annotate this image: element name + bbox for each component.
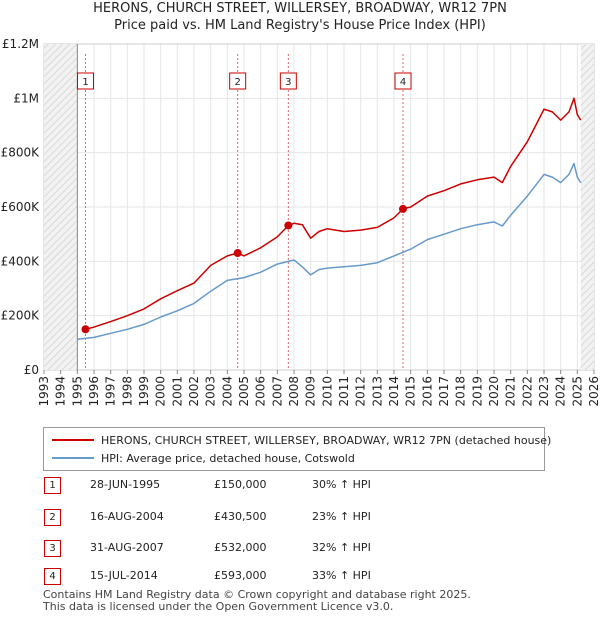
footer: Contains HM Land Registry data © Crown c… <box>43 589 471 613</box>
sale-point <box>233 249 242 258</box>
sale-row-3: 3 31-AUG-2007 £532,000 32% ↑ HPI <box>0 540 600 560</box>
sale-number: 2 <box>44 509 61 526</box>
legend-item-property: HERONS, CHURCH STREET, WILLERSEY, BROADW… <box>44 431 551 449</box>
sale-hpi: 23% ↑ HPI <box>312 510 371 523</box>
y-tick-label: £800K <box>1 146 41 160</box>
x-tick-label: 2020 <box>487 376 501 407</box>
series-line-hpi <box>77 162 582 341</box>
x-tick-label: 1997 <box>104 376 118 407</box>
x-tick-label: 2002 <box>187 376 201 407</box>
sale-price: £430,500 <box>214 510 267 523</box>
y-tick-label: £200K <box>1 309 41 323</box>
sale-label-box <box>229 72 247 90</box>
x-tick-label: 2007 <box>270 376 284 407</box>
sale-price: £532,000 <box>214 541 267 554</box>
y-tick-label: £1.2M <box>2 37 39 51</box>
x-tick-label: 2025 <box>570 376 584 407</box>
x-tick-label: 2019 <box>470 376 484 407</box>
sale-label-text: 3 <box>285 77 291 88</box>
x-tick-label: 2015 <box>404 376 418 407</box>
y-tick-label: £0 <box>24 363 39 377</box>
x-tick-label: 1993 <box>37 376 51 407</box>
x-tick-label: 2010 <box>320 376 334 407</box>
price-chart: 1 2 3 4 £0 £200K £400K £600K £800K £1M £1.2M 1993… <box>1 37 600 407</box>
footer-line-1: Contains HM Land Registry data © Crown c… <box>43 588 471 601</box>
x-tick-label: 2022 <box>520 376 534 407</box>
hatch-pattern-start <box>44 44 78 370</box>
sale-number: 4 <box>44 568 61 585</box>
x-tick-label: 2009 <box>304 376 318 407</box>
x-tick-label: 2012 <box>354 376 368 407</box>
x-tick-label: 1998 <box>120 376 134 407</box>
sale-point <box>284 221 293 230</box>
sale-point <box>81 325 90 334</box>
sale-label-text: 4 <box>400 77 406 88</box>
x-tick-label: 2016 <box>420 376 434 407</box>
x-tick-label: 2005 <box>237 376 251 407</box>
x-tick-label: 2003 <box>204 376 218 407</box>
sale-label-box <box>279 72 297 90</box>
x-tick-label: 2026 <box>587 376 600 407</box>
sale-hpi: 33% ↑ HPI <box>312 569 371 582</box>
sale-row-1: 1 28-JUN-1995 £150,000 30% ↑ HPI <box>0 477 600 497</box>
sale-date: 16-AUG-2004 <box>90 510 164 523</box>
chart-title: HERONS, CHURCH STREET, WILLERSEY, BROADW… <box>93 1 507 16</box>
legend: HERONS, CHURCH STREET, WILLERSEY, BROADW… <box>43 427 551 471</box>
x-tick-label: 1994 <box>54 376 68 407</box>
legend-item-hpi: HPI: Average price, detached house, Cots… <box>44 449 544 467</box>
sale-price: £150,000 <box>214 478 267 491</box>
sale-label-text: 2 <box>234 77 240 88</box>
x-tick-label: 2006 <box>254 376 268 407</box>
sale-date: 15-JUL-2014 <box>90 569 158 582</box>
sale-date: 31-AUG-2007 <box>90 541 164 554</box>
x-tick-label: 2014 <box>387 376 401 407</box>
sale-row-2: 2 16-AUG-2004 £430,500 23% ↑ HPI <box>0 509 600 529</box>
x-tick-label: 2000 <box>154 376 168 407</box>
y-tick-label: £1M <box>13 91 39 105</box>
x-tick-label: 2023 <box>537 376 551 407</box>
chart-subtitle: Price paid vs. HM Land Registry's House … <box>114 18 486 33</box>
x-tick-label: 1999 <box>137 376 151 407</box>
x-tick-label: 1995 <box>70 376 84 407</box>
x-tick-label: 2024 <box>554 376 568 407</box>
y-tick-label: £400K <box>1 254 41 268</box>
legend-label-hpi: HPI: Average price, detached house, Cots… <box>101 451 355 465</box>
legend-swatch-property <box>52 439 94 441</box>
x-tick-label: 2017 <box>437 376 451 407</box>
sale-price: £593,000 <box>214 569 267 582</box>
x-tick-label: 2013 <box>370 376 384 407</box>
x-tick-label: 2018 <box>454 376 468 407</box>
sale-hpi: 32% ↑ HPI <box>312 541 371 554</box>
sale-row-4: 4 15-JUL-2014 £593,000 33% ↑ HPI <box>0 568 600 588</box>
x-tick-label: 2011 <box>337 376 351 407</box>
legend-swatch-hpi <box>52 457 94 459</box>
x-tick-label: 2004 <box>220 376 234 407</box>
x-tick-label: 1996 <box>87 376 101 407</box>
x-tick-label: 2008 <box>287 376 301 407</box>
footer-line-2: This data is licensed under the Open Gov… <box>43 600 394 613</box>
sale-point <box>399 204 407 213</box>
hatch-pattern-end <box>580 44 594 370</box>
y-tick-label: £600K <box>1 200 41 214</box>
sale-number: 1 <box>44 477 61 494</box>
legend-label-property: HERONS, CHURCH STREET, WILLERSEY, BROADW… <box>101 433 552 447</box>
series-line-property <box>85 97 582 331</box>
sale-label-box <box>77 72 94 90</box>
x-tick-label: 2021 <box>504 376 518 407</box>
sale-hpi: 30% ↑ HPI <box>312 478 371 491</box>
sale-label-box <box>394 72 412 90</box>
sale-date: 28-JUN-1995 <box>90 478 161 491</box>
sale-label-text: 1 <box>82 77 88 88</box>
sale-number: 3 <box>44 540 61 557</box>
x-tick-label: 2001 <box>170 376 184 407</box>
